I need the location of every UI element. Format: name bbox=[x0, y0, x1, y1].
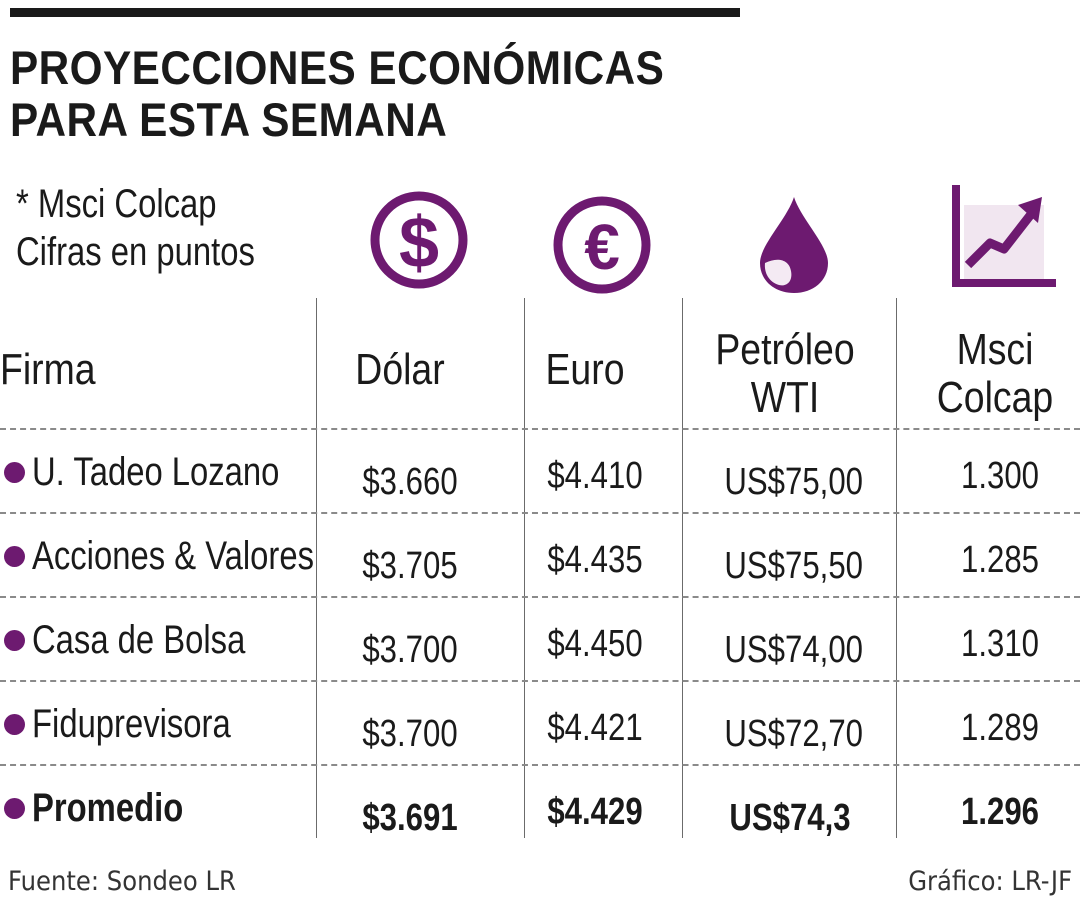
svg-text:€: € bbox=[584, 211, 620, 283]
dolar-value: $3.691 bbox=[362, 797, 458, 839]
column-divider bbox=[316, 298, 317, 838]
dollar-icon: $ bbox=[370, 191, 468, 289]
firm-name: U. Tadeo Lozano bbox=[32, 450, 280, 494]
euro-icon: € bbox=[553, 196, 651, 294]
top-rule bbox=[10, 8, 740, 17]
table-row: Fiduprevisora $3.700 $4.421 US$72,70 1.2… bbox=[0, 684, 1080, 764]
colcap-value: 1.289 bbox=[961, 707, 1039, 749]
euro-value: $4.410 bbox=[547, 455, 643, 497]
petroleo-value: US$75,00 bbox=[724, 461, 863, 503]
row-divider bbox=[0, 428, 1080, 430]
euro-value: $4.435 bbox=[547, 539, 643, 581]
row-divider bbox=[0, 680, 1080, 682]
colcap-value: 1.300 bbox=[961, 455, 1039, 497]
header-euro: Euro bbox=[545, 345, 625, 394]
svg-text:$: $ bbox=[399, 203, 439, 283]
row-divider bbox=[0, 764, 1080, 766]
chart-title: PROYECCIONES ECONÓMICAS PARA ESTA SEMANA bbox=[10, 41, 665, 146]
row-divider bbox=[0, 596, 1080, 598]
header-firma: Firma bbox=[0, 345, 96, 394]
firm-name: Casa de Bolsa bbox=[32, 618, 246, 662]
petroleo-value: US$72,70 bbox=[724, 713, 863, 755]
dolar-value: $3.660 bbox=[362, 461, 458, 503]
colcap-value: 1.310 bbox=[961, 623, 1039, 665]
header-petroleo: Petróleo WTI bbox=[715, 325, 855, 422]
colcap-value: 1.285 bbox=[961, 539, 1039, 581]
average-row: Promedio $3.691 $4.429 US$74,3 1.296 bbox=[0, 768, 1080, 848]
euro-value: $4.450 bbox=[547, 623, 643, 665]
row-bullet bbox=[4, 798, 25, 819]
trend-chart-icon bbox=[952, 185, 1056, 287]
column-divider bbox=[524, 298, 525, 838]
source-note: Fuente: Sondeo LR bbox=[8, 866, 236, 897]
row-bullet bbox=[4, 462, 25, 483]
firm-name: Acciones & Valores bbox=[32, 534, 314, 578]
dolar-value: $3.700 bbox=[362, 629, 458, 671]
row-bullet bbox=[4, 714, 25, 735]
units-note: * Msci Colcap Cifras en puntos bbox=[16, 182, 255, 274]
dolar-value: $3.700 bbox=[362, 713, 458, 755]
euro-value: $4.429 bbox=[547, 791, 643, 833]
header-dolar: Dólar bbox=[355, 345, 445, 394]
table-row: U. Tadeo Lozano $3.660 $4.410 US$75,00 1… bbox=[0, 432, 1080, 512]
table-row: Casa de Bolsa $3.700 $4.450 US$74,00 1.3… bbox=[0, 600, 1080, 680]
dolar-value: $3.705 bbox=[362, 545, 458, 587]
petroleo-value: US$74,00 bbox=[724, 629, 863, 671]
row-bullet bbox=[4, 630, 25, 651]
euro-value: $4.421 bbox=[547, 707, 643, 749]
colcap-value: 1.296 bbox=[961, 791, 1039, 833]
header-colcap: Msci Colcap bbox=[936, 325, 1054, 422]
firm-name: Promedio bbox=[32, 786, 184, 830]
table-row: Acciones & Valores $3.705 $4.435 US$75,5… bbox=[0, 516, 1080, 596]
firm-name: Fiduprevisora bbox=[32, 702, 231, 746]
oil-drop-icon bbox=[760, 197, 828, 293]
credit-note: Gráfico: LR-JF bbox=[908, 866, 1072, 897]
row-divider bbox=[0, 512, 1080, 514]
column-divider bbox=[682, 298, 683, 838]
petroleo-value: US$75,50 bbox=[724, 545, 863, 587]
petroleo-value: US$74,3 bbox=[729, 797, 851, 839]
column-divider bbox=[896, 298, 897, 838]
row-bullet bbox=[4, 546, 25, 567]
